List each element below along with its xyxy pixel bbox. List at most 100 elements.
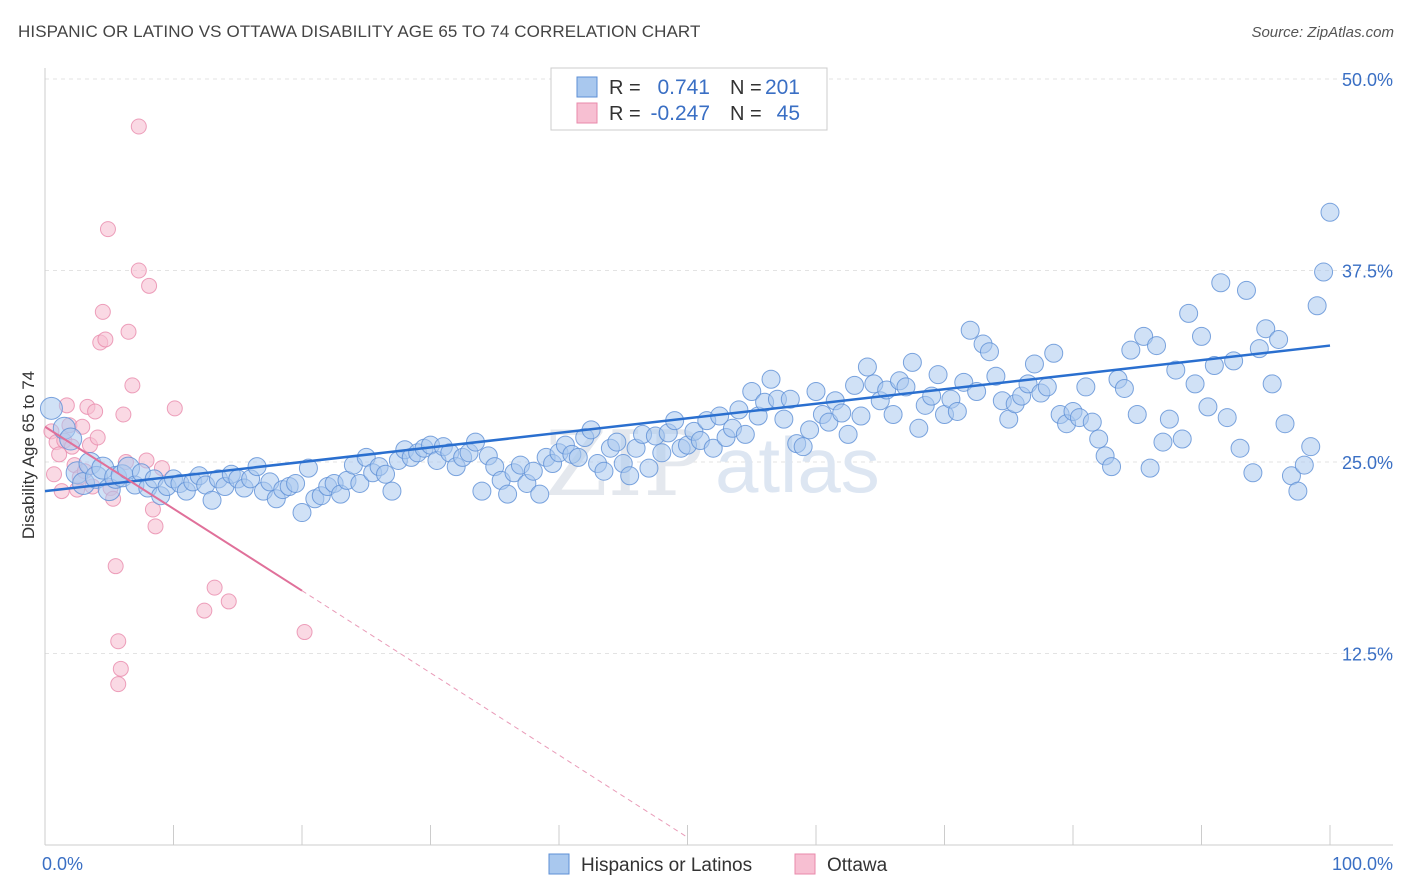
hispanic-point-24 <box>202 490 222 510</box>
hispanic-point-111 <box>761 369 781 389</box>
ottawa-point-32 <box>141 277 158 294</box>
hispanic-point-132 <box>896 377 916 397</box>
source-credit: Source: ZipAtlas.com <box>1251 24 1394 41</box>
legend-r-value-2: -0.247 <box>650 102 710 125</box>
ottawa-point-20 <box>94 303 111 320</box>
ottawa-points <box>43 118 313 693</box>
hispanic-point-87 <box>607 432 627 452</box>
hispanic-point-198 <box>1320 202 1340 222</box>
hispanic-point-120 <box>819 412 839 432</box>
ottawa-point-35 <box>147 518 164 535</box>
hispanic-point-155 <box>1044 343 1064 363</box>
hispanic-point-134 <box>909 418 929 438</box>
hispanic-point-179 <box>1198 397 1218 417</box>
hispanic-point-108 <box>742 382 762 402</box>
legend-swatch-blue <box>576 76 598 98</box>
ottawa-point-22 <box>99 221 116 238</box>
hispanic-point-146 <box>986 366 1006 386</box>
hispanic-point-162 <box>1089 429 1109 449</box>
hispanic-point-39 <box>298 458 318 478</box>
hispanic-point-130 <box>883 405 903 425</box>
axes <box>44 68 1393 846</box>
hispanic-point-172 <box>1153 432 1173 452</box>
ottawa-point-28 <box>115 406 132 423</box>
hispanic-point-92 <box>639 458 659 478</box>
hispanic-point-184 <box>1230 438 1250 458</box>
hispanic-point-106 <box>729 400 749 420</box>
hispanic-point-168 <box>1127 405 1147 425</box>
series-legend-label-2: Ottawa <box>827 855 888 876</box>
ottawa-point-40 <box>206 579 223 596</box>
hispanic-point-154 <box>1037 377 1057 397</box>
ottawa-point-43 <box>110 676 127 693</box>
ottawa-trend-line <box>44 425 303 592</box>
hispanic-point-186 <box>1243 463 1263 483</box>
hispanic-point-117 <box>800 420 820 440</box>
hispanic-point-102 <box>703 438 723 458</box>
hispanic-point-133 <box>902 352 922 372</box>
chart-title: HISPANIC OR LATINO VS OTTAWA DISABILITY … <box>18 22 701 41</box>
hispanic-point-182 <box>1217 408 1237 428</box>
hispanic-point-89 <box>620 466 640 486</box>
hispanic-point-177 <box>1185 374 1205 394</box>
hispanic-point-196 <box>1307 296 1327 316</box>
hispanic-point-126 <box>857 357 877 377</box>
hispanic-point-171 <box>1147 336 1167 356</box>
y-tick-label-3: 50.0% <box>1342 70 1393 90</box>
ottawa-point-42 <box>296 624 313 641</box>
ottawa-point-25 <box>107 558 124 575</box>
hispanic-point-191 <box>1275 414 1295 434</box>
ottawa-trend-extension <box>301 590 688 838</box>
hispanic-point-174 <box>1166 360 1186 380</box>
ottawa-point-44 <box>130 118 147 135</box>
hispanic-point-160 <box>1076 377 1096 397</box>
tick-labels: 12.5% 25.0% 37.5% 50.0% 0.0% 100.0% <box>42 70 1393 874</box>
ottawa-point-3 <box>51 446 68 463</box>
hispanic-point-118 <box>806 382 826 402</box>
ottawa-point-4 <box>53 483 70 500</box>
hispanic-point-116 <box>793 437 813 457</box>
hispanic-point-164 <box>1102 457 1122 477</box>
series-legend: Hispanics or Latinos Ottawa <box>548 853 888 876</box>
hispanic-point-161 <box>1082 412 1102 432</box>
ottawa-point-38 <box>166 400 183 417</box>
hispanic-point-167 <box>1121 340 1141 360</box>
hispanic-point-75 <box>530 484 550 504</box>
hispanic-point-2 <box>59 427 83 451</box>
hispanic-point-0 <box>39 396 63 420</box>
hispanic-point-125 <box>851 406 871 426</box>
series-legend-swatch-blue <box>548 853 570 875</box>
hispanic-point-189 <box>1262 374 1282 394</box>
hispanic-point-142 <box>960 320 980 340</box>
legend-n-label-1: N = <box>730 77 762 99</box>
hispanic-point-180 <box>1204 355 1224 375</box>
hispanic-trend-line <box>44 344 1331 493</box>
hispanic-point-94 <box>652 443 672 463</box>
hispanic-point-122 <box>832 403 852 423</box>
hispanic-point-107 <box>735 424 755 444</box>
hispanic-point-190 <box>1269 329 1289 349</box>
hispanic-point-38 <box>292 503 312 523</box>
hispanic-point-193 <box>1288 481 1308 501</box>
hispanic-point-66 <box>472 481 492 501</box>
hispanic-point-123 <box>838 424 858 444</box>
hispanic-point-173 <box>1159 409 1179 429</box>
ottawa-point-27 <box>112 660 129 677</box>
hispanic-point-81 <box>568 447 588 467</box>
ottawa-point-37 <box>120 323 137 340</box>
ottawa-point-21 <box>97 331 114 348</box>
legend-r-value-1: 0.741 <box>657 76 710 99</box>
hispanic-point-145 <box>979 342 999 362</box>
legend-swatch-pink <box>576 102 598 124</box>
hispanic-point-52 <box>382 481 402 501</box>
hispanic-point-137 <box>928 365 948 385</box>
ottawa-point-18 <box>89 429 106 446</box>
hispanic-point-114 <box>780 389 800 409</box>
hispanic-point-197 <box>1314 262 1334 282</box>
hispanic-point-195 <box>1301 437 1321 457</box>
series-legend-label-1: Hispanics or Latinos <box>581 855 752 876</box>
correlation-legend: R = 0.741 N = 201 R = -0.247 N = 45 <box>550 67 828 131</box>
hispanic-point-169 <box>1134 326 1154 346</box>
hispanic-point-124 <box>845 375 865 395</box>
